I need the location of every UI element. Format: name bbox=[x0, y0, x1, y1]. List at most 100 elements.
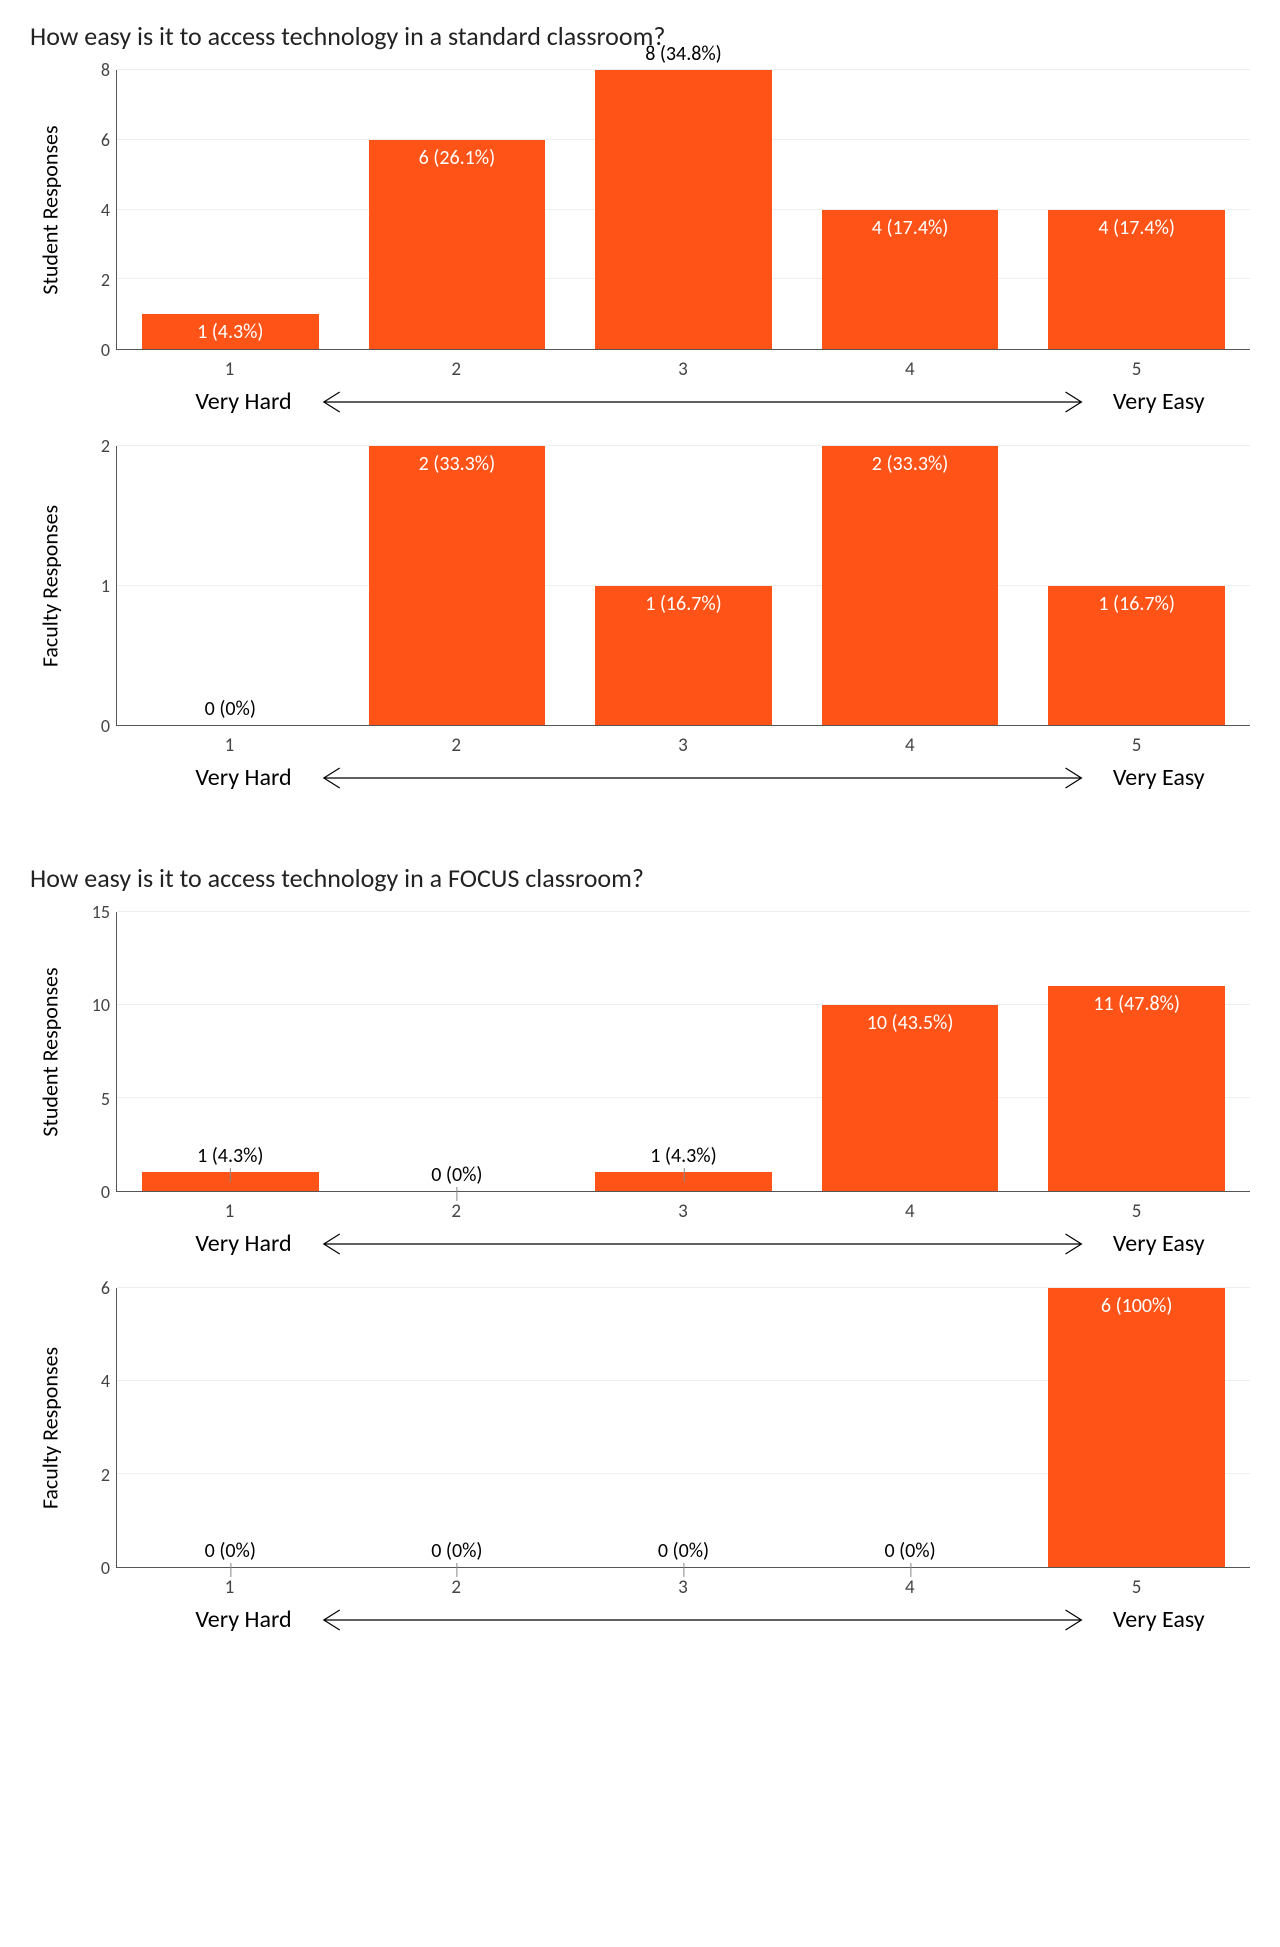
bar: 6 (26.1%) bbox=[369, 140, 546, 349]
y-tick: 4 bbox=[101, 199, 110, 221]
y-tick: 6 bbox=[101, 129, 110, 151]
y-tick: 0 bbox=[101, 339, 110, 361]
bar-label: 8 (34.8%) bbox=[645, 42, 722, 66]
bar: 10 (43.5%) bbox=[822, 1005, 999, 1191]
x-tick: 4 bbox=[796, 350, 1023, 381]
bar-label: 0 (0%) bbox=[658, 1539, 709, 1563]
x-tick: 1 bbox=[116, 350, 343, 381]
bar-label: 0 (0%) bbox=[205, 697, 256, 721]
x-tick: 1 bbox=[116, 726, 343, 757]
bar: 8 (34.8%) bbox=[595, 70, 772, 349]
bar: 1 (16.7%) bbox=[1048, 586, 1225, 726]
scale-right-label: Very Easy bbox=[1113, 1605, 1205, 1634]
x-tick: 4 bbox=[796, 726, 1023, 757]
y-axis-label: Student Responses bbox=[37, 967, 64, 1136]
bar-label: 10 (43.5%) bbox=[867, 1011, 954, 1035]
bar-label: 6 (26.1%) bbox=[419, 146, 496, 170]
scale-left-label: Very Hard bbox=[195, 1229, 291, 1258]
bar-label: 11 (47.8%) bbox=[1093, 992, 1180, 1016]
bar-label: 0 (0%) bbox=[431, 1163, 482, 1187]
x-tick: 5 bbox=[1023, 1568, 1250, 1599]
plot-area: 0 (0%) 2 (33.3%) 1 (16.7%) 2 (33.3%) 1 (16.7… bbox=[116, 446, 1250, 726]
y-tick: 15 bbox=[92, 901, 110, 923]
scale-arrow: Very HardVery Easy bbox=[116, 387, 1250, 416]
bar-label: 0 (0%) bbox=[205, 1539, 256, 1563]
bar-slot: 4 (17.4%) bbox=[1023, 70, 1250, 349]
bar: 2 (33.3%) bbox=[822, 446, 999, 725]
scale-arrow: Very Hard Very Easy bbox=[116, 763, 1250, 792]
bar-slot: 2 (33.3%) bbox=[344, 446, 571, 725]
x-tick: 5 bbox=[1023, 350, 1250, 381]
scale-arrow: Very HardVery Easy bbox=[116, 1229, 1250, 1258]
x-tick: 2 bbox=[343, 350, 570, 381]
bar: 4 (17.4%) bbox=[1048, 210, 1225, 350]
bar-slot: 4 (17.4%) bbox=[797, 70, 1024, 349]
scale-right-label: Very Easy bbox=[1113, 387, 1205, 416]
bar-label: 0 (0%) bbox=[884, 1539, 935, 1563]
bar-slot: 0 (0%) bbox=[797, 1288, 1024, 1567]
section: How easy is it to access technology in a… bbox=[30, 20, 1250, 792]
bar: 6 (100%) bbox=[1048, 1288, 1225, 1567]
bar-label: 1 (16.7%) bbox=[1098, 592, 1175, 616]
double-arrow-icon bbox=[306, 390, 1099, 414]
bar: 1 (16.7%) bbox=[595, 586, 772, 726]
section-title: How easy is it to access technology in a… bbox=[30, 20, 1250, 52]
x-tick: 4 bbox=[796, 1192, 1023, 1223]
bar-label: 1 (16.7%) bbox=[645, 592, 722, 616]
y-tick: 2 bbox=[101, 269, 110, 291]
y-tick: 0 bbox=[101, 1557, 110, 1579]
bar-slot: 1 (4.3%) bbox=[117, 912, 344, 1191]
bar-label: 4 (17.4%) bbox=[1098, 216, 1175, 240]
x-tick: 5 bbox=[1023, 1192, 1250, 1223]
bar-label: 2 (33.3%) bbox=[872, 452, 949, 476]
bar-slot: 0 (0%) bbox=[117, 446, 344, 725]
bar-slot: 10 (43.5%) bbox=[797, 912, 1024, 1191]
y-tick: 1 bbox=[101, 575, 110, 597]
plot-area: 1 (4.3%) 6 (26.1%) 8 (34.8%) 4 (17.4%) 4 (17… bbox=[116, 70, 1250, 350]
bar-label: 0 (0%) bbox=[431, 1539, 482, 1563]
y-tick: 4 bbox=[101, 1370, 110, 1392]
x-tick: 2 bbox=[343, 726, 570, 757]
bar-slot: 1 (4.3%) bbox=[570, 912, 797, 1191]
bar-label: 4 (17.4%) bbox=[872, 216, 949, 240]
bar-label: 1 (4.3%) bbox=[197, 320, 263, 344]
bar-label: 1 (4.3%) bbox=[197, 1144, 263, 1168]
bar-chart: Faculty Responses02460 (0%)0 (0%)0 (0%)0… bbox=[30, 1288, 1250, 1634]
y-axis-label: Student Responses bbox=[37, 125, 64, 294]
y-tick: 2 bbox=[101, 1464, 110, 1486]
bar: 4 (17.4%) bbox=[822, 210, 999, 350]
x-tick: 1 bbox=[116, 1192, 343, 1223]
y-tick: 5 bbox=[101, 1088, 110, 1110]
bar-slot: 1 (16.7%) bbox=[570, 446, 797, 725]
bar: 11 (47.8%) bbox=[1048, 986, 1225, 1191]
scale-left-label: Very Hard bbox=[195, 763, 291, 792]
bar-slot: 6 (100%) bbox=[1023, 1288, 1250, 1567]
bar-slot: 0 (0%) bbox=[117, 1288, 344, 1567]
scale-right-label: Very Easy bbox=[1113, 763, 1205, 792]
bar-slot: 1 (16.7%) bbox=[1023, 446, 1250, 725]
section: How easy is it to access technology in a… bbox=[30, 862, 1250, 1634]
bar-chart: Student Responses0510151 (4.3%)0 (0%)1 (… bbox=[30, 912, 1250, 1258]
bar-chart: Student Responses024681 (4.3%)6 (26.1%)8… bbox=[30, 70, 1250, 416]
bar-slot: 1 (4.3%) bbox=[117, 70, 344, 349]
bar-slot: 6 (26.1%) bbox=[344, 70, 571, 349]
x-tick: 5 bbox=[1023, 726, 1250, 757]
bar-slot: 0 (0%) bbox=[570, 1288, 797, 1567]
double-arrow-icon bbox=[306, 1232, 1099, 1256]
bar-label: 2 (33.3%) bbox=[419, 452, 496, 476]
x-tick: 3 bbox=[570, 726, 797, 757]
x-tick: 3 bbox=[570, 1192, 797, 1223]
x-tick: 3 bbox=[570, 350, 797, 381]
bar: 1 (4.3%) bbox=[595, 1172, 772, 1191]
scale-arrow: Very HardVery Easy bbox=[116, 1605, 1250, 1634]
double-arrow-icon bbox=[306, 766, 1099, 790]
y-tick: 2 bbox=[101, 435, 110, 457]
bar-chart: Faculty Responses0120 (0%)2 (33.3%)1 (16… bbox=[30, 446, 1250, 792]
bar: 1 (4.3%) bbox=[142, 1172, 319, 1191]
y-axis-label: Faculty Responses bbox=[37, 505, 64, 667]
bar-label: 1 (4.3%) bbox=[650, 1144, 716, 1168]
y-tick: 0 bbox=[101, 715, 110, 737]
bar: 2 (33.3%) bbox=[369, 446, 546, 725]
section-title: How easy is it to access technology in a… bbox=[30, 862, 1250, 894]
y-tick: 0 bbox=[101, 1181, 110, 1203]
